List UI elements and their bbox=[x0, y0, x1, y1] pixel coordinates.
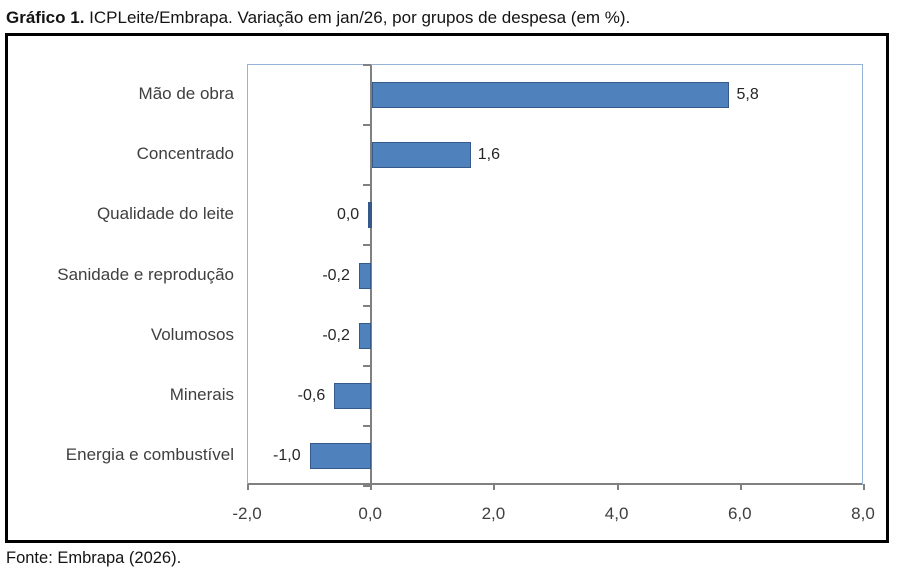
chart-title-prefix: Gráfico 1. bbox=[6, 8, 85, 27]
bar-3 bbox=[368, 202, 373, 229]
category-label: Concentrado bbox=[136, 144, 234, 164]
bar-value-label: 1,6 bbox=[477, 146, 500, 164]
x-axis-tick-label: 2,0 bbox=[481, 504, 506, 523]
category-axis-tick bbox=[363, 485, 372, 487]
category-label: Mão de obra bbox=[138, 84, 234, 104]
bar-2 bbox=[372, 142, 471, 169]
source-note: Fonte: Embrapa (2026). bbox=[6, 549, 182, 567]
x-axis-tick bbox=[616, 484, 619, 490]
x-axis-line bbox=[248, 483, 862, 485]
x-axis-tick bbox=[370, 484, 373, 490]
x-axis-tick-label: 4,0 bbox=[604, 504, 629, 523]
category-label: Energia e combustível bbox=[65, 444, 234, 464]
x-axis-tick bbox=[493, 484, 496, 490]
bar-7 bbox=[309, 442, 372, 469]
x-axis-tick-label: -2,0 bbox=[232, 504, 262, 523]
chart-frame: Mão de obra Concentrado Qualidade do leite… bbox=[5, 33, 889, 543]
category-label: Sanidade e reprodução bbox=[57, 264, 234, 284]
bar-4 bbox=[358, 262, 372, 289]
bar-5 bbox=[358, 322, 372, 349]
x-axis-tick bbox=[863, 484, 865, 490]
bar-6 bbox=[334, 382, 372, 409]
x-axis-tick-label: 6,0 bbox=[727, 504, 752, 523]
category-label: Minerais bbox=[169, 384, 234, 404]
category-label: Qualidade do leite bbox=[96, 204, 234, 224]
x-axis-tick-label: 8,0 bbox=[851, 504, 875, 523]
bar-value-label: 5,8 bbox=[736, 86, 759, 104]
plot-area: 5,8 1,6 0,0 -0,2 -0,2 -0,6 -1,0 bbox=[247, 64, 865, 490]
category-axis-tick bbox=[363, 184, 372, 187]
x-axis-tick bbox=[247, 484, 249, 490]
x-axis-tick bbox=[739, 484, 742, 490]
category-label: Volumosos bbox=[150, 324, 234, 344]
bar-value-label: -0,2 bbox=[322, 266, 350, 284]
bar-1 bbox=[372, 82, 730, 109]
category-axis-tick bbox=[363, 424, 372, 427]
bar-value-label: -0,2 bbox=[322, 326, 350, 344]
bar-value-label: -1,0 bbox=[273, 446, 301, 464]
category-axis-tick bbox=[363, 124, 372, 127]
chart-title-text: ICPLeite/Embrapa. Variação em jan/26, po… bbox=[84, 8, 631, 27]
category-axis-tick bbox=[363, 64, 372, 66]
category-axis-tick bbox=[363, 244, 372, 247]
bar-value-label: 0,0 bbox=[336, 206, 360, 224]
category-axis-tick bbox=[363, 364, 372, 367]
category-axis-tick bbox=[363, 304, 372, 307]
y-axis-line bbox=[370, 65, 373, 484]
x-axis-tick-label: 0,0 bbox=[358, 504, 383, 523]
chart-title: Gráfico 1. ICPLeite/Embrapa. Variação em… bbox=[6, 7, 630, 29]
category-axis-labels: Mão de obra Concentrado Qualidade do leite… bbox=[8, 64, 234, 485]
bar-value-label: -0,6 bbox=[297, 386, 326, 404]
